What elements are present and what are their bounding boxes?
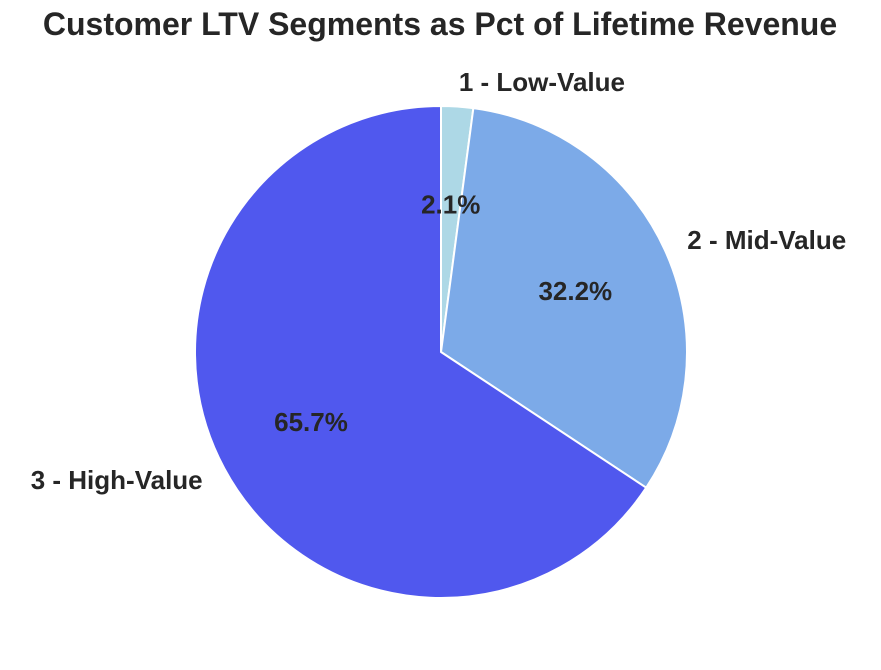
pie-category-label-1-low-value: 1 - Low-Value xyxy=(459,67,625,97)
pie-value-label-2-mid-value: 32.2% xyxy=(538,276,612,306)
pie-slices xyxy=(194,105,688,599)
pie-category-label-3-high-value: 3 - High-Value xyxy=(31,465,203,495)
pie-value-labels: 2.1% 32.2% 65.7% xyxy=(274,190,612,437)
pie-slice-3-high-value xyxy=(194,105,648,599)
pie-slice-2-mid-value xyxy=(440,107,688,489)
chart-title: Customer LTV Segments as Pct of Lifetime… xyxy=(43,6,837,42)
pie-category-labels: 1 - Low-Value 2 - Mid-Value 3 - High-Value xyxy=(31,67,846,495)
pie-value-label-1-low-value: 2.1% xyxy=(421,190,480,220)
pie-category-label-2-mid-value: 2 - Mid-Value xyxy=(687,225,846,255)
pie-value-label-3-high-value: 65.7% xyxy=(274,407,348,437)
